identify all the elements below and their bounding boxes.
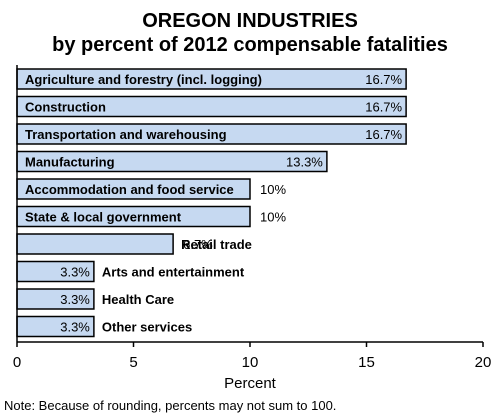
category-label: Transportation and warehousing <box>25 127 227 142</box>
category-label: Construction <box>25 100 106 115</box>
x-tick-label: 5 <box>129 354 137 371</box>
x-tick-label: 0 <box>13 354 21 371</box>
x-tick-label: 10 <box>242 354 259 371</box>
category-label: State & local government <box>25 210 182 225</box>
x-tick-label: 20 <box>475 354 492 371</box>
data-label: 3.3% <box>60 292 90 307</box>
data-label: 6.7% <box>183 237 213 252</box>
x-axis-label: Percent <box>224 375 277 392</box>
chart-subtitle: by percent of 2012 compensable fatalitie… <box>52 34 448 56</box>
data-label: 16.7% <box>365 72 402 87</box>
x-tick-label: 15 <box>358 354 375 371</box>
category-label: Accommodation and food service <box>25 182 234 197</box>
bar <box>16 233 174 255</box>
category-label: Agriculture and forestry (incl. logging) <box>25 72 262 87</box>
footnote: Note: Because of rounding, percents may … <box>4 398 337 413</box>
data-label: 3.3% <box>60 320 90 335</box>
category-label: Arts and entertainment <box>102 265 245 280</box>
data-label: 16.7% <box>365 127 402 142</box>
data-label: 10% <box>260 182 286 197</box>
chart-title: OREGON INDUSTRIES <box>142 10 358 32</box>
data-label: 10% <box>260 210 286 225</box>
data-label: 16.7% <box>365 100 402 115</box>
category-label: Other services <box>102 320 192 335</box>
data-label: 3.3% <box>60 265 90 280</box>
category-label: Retail trade <box>181 237 252 252</box>
category-label: Manufacturing <box>25 155 115 170</box>
data-label: 13.3% <box>286 155 323 170</box>
category-label: Health Care <box>102 292 174 307</box>
